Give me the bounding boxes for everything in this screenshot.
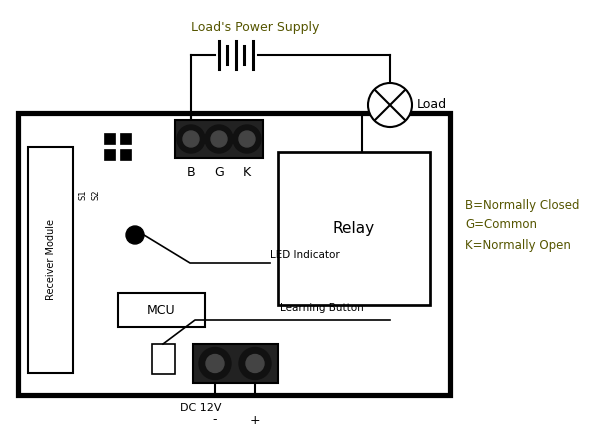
Circle shape: [239, 347, 271, 380]
Text: K=Normally Open: K=Normally Open: [465, 239, 571, 252]
Text: MCU: MCU: [147, 304, 176, 316]
Bar: [18, 113, 450, 395]
Text: K: K: [243, 166, 251, 178]
Bar: [120, 149, 131, 160]
Circle shape: [199, 347, 231, 380]
Circle shape: [233, 125, 261, 153]
Bar: [118, 293, 205, 327]
Text: LED Indicator: LED Indicator: [270, 250, 340, 260]
Text: G: G: [214, 166, 224, 178]
Circle shape: [206, 354, 224, 372]
Circle shape: [239, 131, 255, 147]
Text: Learning Button: Learning Button: [280, 303, 364, 313]
Bar: [120, 133, 131, 144]
Text: B: B: [187, 166, 195, 178]
Circle shape: [368, 83, 412, 127]
Circle shape: [205, 125, 233, 153]
Bar: [278, 152, 430, 305]
Text: S2: S2: [91, 190, 100, 200]
Bar: [152, 344, 175, 374]
Text: +: +: [250, 414, 260, 427]
Circle shape: [126, 226, 144, 244]
Text: Receiver Module: Receiver Module: [46, 219, 55, 301]
Text: S1: S1: [79, 190, 88, 200]
Bar: [28, 147, 73, 373]
Bar: [193, 344, 278, 383]
Bar: [175, 120, 263, 158]
Circle shape: [211, 131, 227, 147]
Bar: [104, 133, 115, 144]
Circle shape: [177, 125, 205, 153]
Text: B=Normally Closed: B=Normally Closed: [465, 199, 580, 212]
Bar: [104, 149, 115, 160]
Text: Relay: Relay: [333, 221, 375, 236]
Circle shape: [246, 354, 264, 372]
Text: G=Common: G=Common: [465, 218, 537, 231]
Circle shape: [183, 131, 199, 147]
Text: -: -: [213, 414, 217, 427]
Text: DC 12V: DC 12V: [180, 403, 222, 413]
Text: Load: Load: [417, 98, 447, 111]
Text: Load's Power Supply: Load's Power Supply: [191, 22, 319, 34]
